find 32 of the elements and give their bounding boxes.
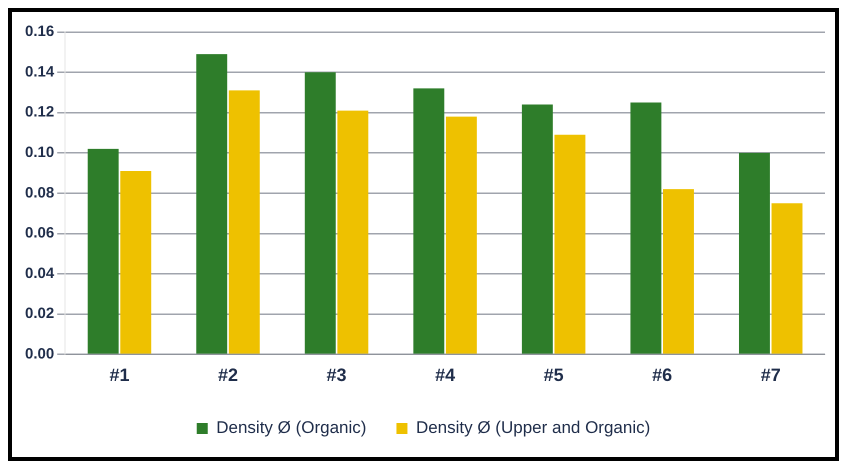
x-tick-label: #2 (218, 365, 238, 386)
legend-label: Density Ø (Organic) (216, 418, 366, 438)
bar (337, 110, 368, 354)
legend-label: Density Ø (Upper and Organic) (416, 418, 650, 438)
x-tick-label: #4 (435, 365, 456, 386)
y-tick-label: 0.04 (24, 264, 55, 282)
bar (663, 189, 694, 354)
y-tick-label: 0.08 (24, 184, 54, 202)
bar (120, 171, 152, 354)
x-tick-label: #6 (652, 365, 672, 386)
bar (522, 104, 553, 354)
bar (304, 72, 336, 354)
bar (630, 102, 662, 354)
x-tick-label: #7 (760, 365, 781, 386)
x-tick-label: #5 (544, 365, 564, 386)
bar (413, 88, 444, 354)
y-tick-label: 0.06 (24, 224, 54, 242)
bar (772, 203, 802, 354)
bar (228, 90, 260, 354)
y-tick-label: 0.14 (24, 63, 55, 80)
bar (738, 152, 770, 354)
y-tick-label: 0.02 (24, 305, 54, 322)
bar (446, 116, 477, 354)
bar (88, 148, 119, 354)
y-tick-label: 0.00 (24, 346, 54, 363)
bar (554, 134, 586, 354)
bar (196, 54, 228, 354)
x-tick-label: #1 (109, 365, 130, 386)
y-tick-label: 0.10 (24, 144, 54, 162)
y-tick-label: 0.12 (24, 104, 54, 121)
x-tick-label: #3 (326, 365, 347, 386)
y-tick-label: 0.16 (24, 23, 54, 40)
